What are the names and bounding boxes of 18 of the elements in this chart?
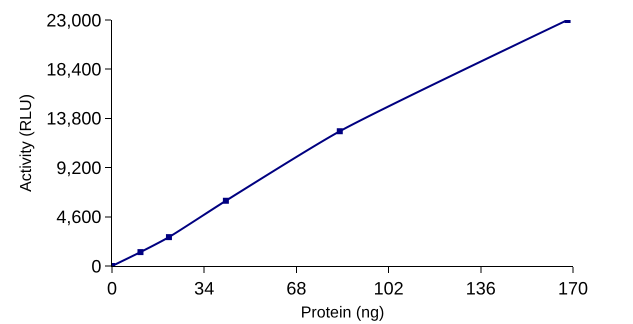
y-tick-label: 23,000 [46, 10, 102, 30]
x-tick-label: 170 [558, 278, 588, 299]
x-tick-label: 0 [106, 278, 118, 299]
x-axis-title: Protein (ng) [300, 304, 384, 322]
y-tick-label: 9,200 [56, 158, 102, 178]
y-tick-label: 13,800 [46, 108, 102, 129]
y-tick-label: 0 [91, 256, 102, 276]
point [137, 249, 144, 256]
x-tick-label: 136 [466, 278, 496, 299]
y-tick-label: 4,600 [56, 207, 102, 228]
point [166, 234, 172, 240]
y-tick-label: 18,400 [46, 60, 102, 80]
x-tick-label: 34 [194, 278, 214, 299]
point [336, 128, 343, 134]
x-tick-label: 102 [374, 278, 404, 299]
point [222, 198, 229, 204]
x-tick-label: 68 [286, 278, 306, 299]
y-axis-title: Activity (RLU) [18, 94, 36, 192]
